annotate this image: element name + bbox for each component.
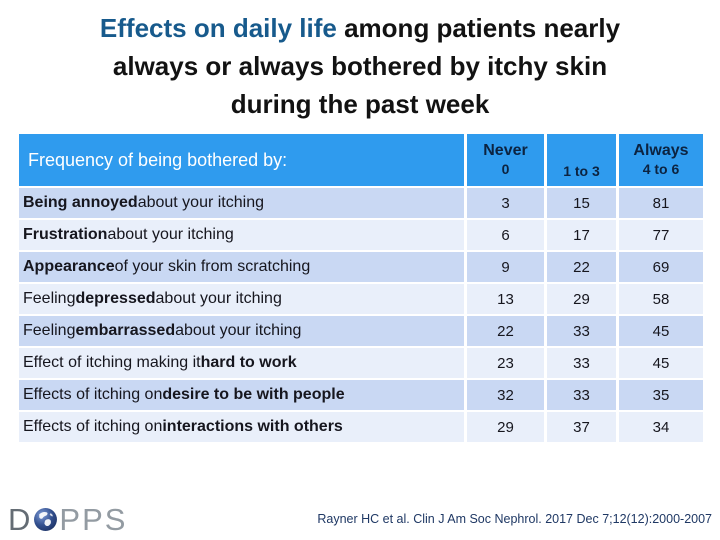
row-value-1to3: 33 bbox=[547, 316, 616, 346]
row-label-suffix: about your itching bbox=[175, 322, 302, 339]
row-label-prefix: Effects of itching on bbox=[23, 418, 163, 435]
row-label: Effect of itching making it hard to work bbox=[19, 348, 464, 378]
logo-letters-pps: PPS bbox=[59, 502, 128, 537]
logo-letter-d: D bbox=[8, 502, 33, 537]
row-label-prefix: Feeling bbox=[23, 322, 76, 339]
row-label-suffix: of your skin from scratching bbox=[114, 258, 311, 275]
row-label-bold: Appearance bbox=[23, 258, 115, 275]
header-col-never: Never 0 bbox=[467, 134, 544, 186]
row-label: Frustration about your itching bbox=[19, 220, 464, 250]
row-value-1to3: 29 bbox=[547, 284, 616, 314]
row-value-never: 29 bbox=[467, 412, 544, 442]
row-label-bold: embarrassed bbox=[75, 322, 176, 339]
header-never-score: 0 bbox=[501, 161, 510, 177]
row-label-prefix: Feeling bbox=[23, 290, 76, 307]
dopps-logo: D PPS bbox=[8, 504, 127, 535]
row-label: Feeling depressed about your itching bbox=[19, 284, 464, 314]
row-label-suffix: about your itching bbox=[137, 194, 264, 211]
header-1to3-label: 1 to 3 bbox=[563, 163, 600, 179]
row-value-never: 3 bbox=[467, 188, 544, 218]
row-label: Effects of itching on desire to be with … bbox=[19, 380, 464, 410]
slide-title: Effects on daily life among patients nea… bbox=[0, 9, 720, 123]
row-label-bold: hard to work bbox=[200, 354, 297, 371]
row-value-never: 22 bbox=[467, 316, 544, 346]
row-label-bold: Frustration bbox=[23, 226, 108, 243]
row-label-prefix: Effects of itching on bbox=[23, 386, 163, 403]
row-value-1to3: 15 bbox=[547, 188, 616, 218]
slide-title-line2: always or always bothered by itchy skin bbox=[112, 51, 608, 81]
row-value-never: 6 bbox=[467, 220, 544, 250]
row-value-always: 77 bbox=[619, 220, 703, 250]
row-value-1to3: 33 bbox=[547, 348, 616, 378]
header-frequency-label: Frequency of being bothered by: bbox=[19, 134, 464, 186]
row-label: Being annoyed about your itching bbox=[19, 188, 464, 218]
row-label-bold: Being annoyed bbox=[23, 194, 138, 211]
row-label-suffix: about your itching bbox=[107, 226, 234, 243]
row-value-never: 9 bbox=[467, 252, 544, 282]
effects-table: Frequency of being bothered by: Never 0 … bbox=[19, 134, 703, 442]
row-label-prefix: Effect of itching making it bbox=[23, 354, 201, 371]
row-label: Appearance of your skin from scratching bbox=[19, 252, 464, 282]
row-value-1to3: 22 bbox=[547, 252, 616, 282]
row-value-1to3: 37 bbox=[547, 412, 616, 442]
row-value-always: 58 bbox=[619, 284, 703, 314]
header-col-always: Always 4 to 6 bbox=[619, 134, 703, 186]
row-label: Effects of itching on interactions with … bbox=[19, 412, 464, 442]
globe-icon bbox=[34, 508, 58, 531]
row-value-1to3: 17 bbox=[547, 220, 616, 250]
slide-title-highlight: Effects on daily life bbox=[99, 13, 337, 43]
header-never-word: Never bbox=[483, 142, 528, 159]
row-value-always: 69 bbox=[619, 252, 703, 282]
row-value-always: 45 bbox=[619, 348, 703, 378]
citation: Rayner HC et al. Clin J Am Soc Nephrol. … bbox=[317, 512, 712, 526]
row-value-always: 45 bbox=[619, 316, 703, 346]
row-value-never: 32 bbox=[467, 380, 544, 410]
row-value-always: 34 bbox=[619, 412, 703, 442]
header-always-word: Always bbox=[633, 142, 689, 159]
row-label: Feeling embarrassed about your itching bbox=[19, 316, 464, 346]
slide-title-line3: during the past week bbox=[230, 89, 490, 119]
slide-title-line1-rest: among patients nearly bbox=[336, 13, 621, 43]
row-label-bold: interactions with others bbox=[162, 418, 343, 435]
row-value-1to3: 33 bbox=[547, 380, 616, 410]
row-label-suffix: about your itching bbox=[155, 290, 282, 307]
row-value-always: 35 bbox=[619, 380, 703, 410]
row-value-never: 13 bbox=[467, 284, 544, 314]
row-label-bold: desire to be with people bbox=[162, 386, 345, 403]
header-col-1to3: 1 to 3 bbox=[547, 134, 616, 186]
row-label-bold: depressed bbox=[75, 290, 156, 307]
header-always-score: 4 to 6 bbox=[642, 161, 680, 177]
row-value-never: 23 bbox=[467, 348, 544, 378]
row-value-always: 81 bbox=[619, 188, 703, 218]
